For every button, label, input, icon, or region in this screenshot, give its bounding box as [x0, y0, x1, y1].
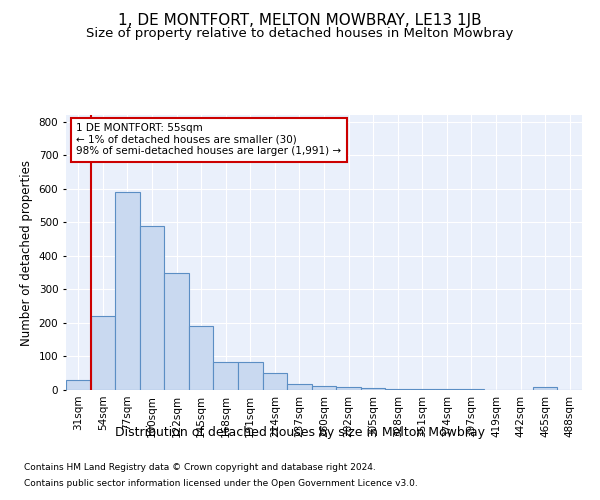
Bar: [164, 272, 189, 390]
Bar: [214, 362, 238, 390]
Y-axis label: Number of detached properties: Number of detached properties: [20, 160, 33, 346]
Bar: [533, 386, 557, 390]
Bar: [287, 384, 312, 390]
Text: Contains HM Land Registry data © Crown copyright and database right 2024.: Contains HM Land Registry data © Crown c…: [24, 464, 376, 472]
Bar: [336, 388, 361, 390]
Text: 1 DE MONTFORT: 55sqm
← 1% of detached houses are smaller (30)
98% of semi-detach: 1 DE MONTFORT: 55sqm ← 1% of detached ho…: [76, 123, 341, 156]
Text: Size of property relative to detached houses in Melton Mowbray: Size of property relative to detached ho…: [86, 28, 514, 40]
Bar: [189, 326, 214, 390]
Bar: [115, 192, 140, 390]
Bar: [238, 362, 263, 390]
Bar: [361, 388, 385, 390]
Text: 1, DE MONTFORT, MELTON MOWBRAY, LE13 1JB: 1, DE MONTFORT, MELTON MOWBRAY, LE13 1JB: [118, 12, 482, 28]
Bar: [140, 226, 164, 390]
Bar: [312, 386, 336, 390]
Bar: [66, 380, 91, 390]
Bar: [91, 316, 115, 390]
Text: Contains public sector information licensed under the Open Government Licence v3: Contains public sector information licen…: [24, 478, 418, 488]
Text: Distribution of detached houses by size in Melton Mowbray: Distribution of detached houses by size …: [115, 426, 485, 439]
Bar: [263, 372, 287, 390]
